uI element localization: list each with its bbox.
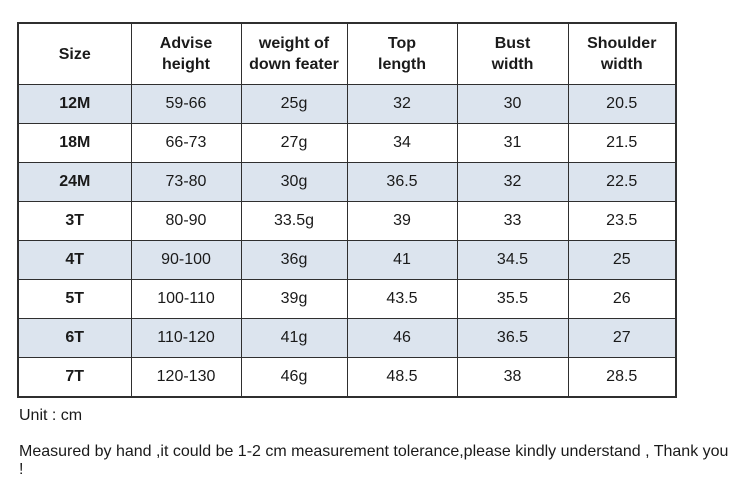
cell-advise_height: 120-130 — [130, 357, 242, 398]
cell-down_weight: 46g — [240, 357, 348, 398]
cell-down_weight: 25g — [240, 84, 348, 124]
tolerance-note: Measured by hand ,it could be 1-2 cm mea… — [19, 443, 729, 478]
table-row: 4T 90-100 36g 41 34.5 25 — [17, 240, 677, 280]
cell-shoulder_width: 23.5 — [567, 201, 677, 241]
table-row: 18M 66-73 27g 34 31 21.5 — [17, 123, 677, 163]
table-row: 12M 59-66 25g 32 30 20.5 — [17, 84, 677, 124]
cell-shoulder_width: 22.5 — [567, 162, 677, 202]
table-row: 7T 120-130 46g 48.5 38 28.5 — [17, 357, 677, 398]
cell-bust_width: 32 — [456, 162, 569, 202]
cell-down_weight: 39g — [240, 279, 348, 319]
header-row: Size Advise height weight of down feater… — [17, 22, 677, 85]
cell-size: 18M — [17, 123, 132, 163]
size-chart-header: Size Advise height weight of down feater… — [17, 22, 677, 85]
cell-shoulder_width: 28.5 — [567, 357, 677, 398]
cell-bust_width: 31 — [456, 123, 569, 163]
cell-down_weight: 41g — [240, 318, 348, 358]
cell-down_weight: 36g — [240, 240, 348, 280]
cell-advise_height: 100-110 — [130, 279, 242, 319]
unit-note: Unit : cm — [19, 407, 83, 424]
cell-top_length: 41 — [346, 240, 458, 280]
cell-bust_width: 30 — [456, 84, 569, 124]
cell-bust_width: 36.5 — [456, 318, 569, 358]
cell-top_length: 48.5 — [346, 357, 458, 398]
column-header-shoulder-width: Shoulder width — [567, 22, 677, 85]
column-header-advise-height: Advise height — [130, 22, 242, 85]
cell-shoulder_width: 25 — [567, 240, 677, 280]
cell-advise_height: 59-66 — [130, 84, 242, 124]
cell-size: 5T — [17, 279, 132, 319]
size-chart-page: Size Advise height weight of down feater… — [0, 22, 737, 479]
cell-top_length: 36.5 — [346, 162, 458, 202]
cell-advise_height: 110-120 — [130, 318, 242, 358]
cell-shoulder_width: 26 — [567, 279, 677, 319]
table-row: 24M 73-80 30g 36.5 32 22.5 — [17, 162, 677, 202]
column-header-down-weight: weight of down feater — [240, 22, 348, 85]
cell-advise_height: 90-100 — [130, 240, 242, 280]
cell-top_length: 39 — [346, 201, 458, 241]
table-row: 3T 80-90 33.5g 39 33 23.5 — [17, 201, 677, 241]
cell-size: 6T — [17, 318, 132, 358]
column-header-size: Size — [17, 22, 132, 85]
cell-bust_width: 38 — [456, 357, 569, 398]
cell-shoulder_width: 20.5 — [567, 84, 677, 124]
cell-size: 24M — [17, 162, 132, 202]
cell-size: 3T — [17, 201, 132, 241]
cell-advise_height: 73-80 — [130, 162, 242, 202]
cell-top_length: 46 — [346, 318, 458, 358]
column-header-bust-width: Bust width — [456, 22, 569, 85]
cell-bust_width: 35.5 — [456, 279, 569, 319]
cell-size: 4T — [17, 240, 132, 280]
cell-top_length: 34 — [346, 123, 458, 163]
cell-size: 7T — [17, 357, 132, 398]
cell-top_length: 32 — [346, 84, 458, 124]
size-chart-table: Size Advise height weight of down feater… — [17, 22, 677, 398]
cell-bust_width: 34.5 — [456, 240, 569, 280]
cell-size: 12M — [17, 84, 132, 124]
column-header-top-length: Top length — [346, 22, 458, 85]
table-row: 6T 110-120 41g 46 36.5 27 — [17, 318, 677, 358]
size-table-body: 12M 59-66 25g 32 30 20.5 18M 66-73 27g 34 31 21.5 24… — [17, 84, 677, 398]
table-row: 5T 100-110 39g 43.5 35.5 26 — [17, 279, 677, 319]
cell-advise_height: 80-90 — [130, 201, 242, 241]
cell-top_length: 43.5 — [346, 279, 458, 319]
cell-shoulder_width: 27 — [567, 318, 677, 358]
cell-shoulder_width: 21.5 — [567, 123, 677, 163]
cell-down_weight: 33.5g — [240, 201, 348, 241]
cell-advise_height: 66-73 — [130, 123, 242, 163]
cell-down_weight: 27g — [240, 123, 348, 163]
cell-down_weight: 30g — [240, 162, 348, 202]
cell-bust_width: 33 — [456, 201, 569, 241]
